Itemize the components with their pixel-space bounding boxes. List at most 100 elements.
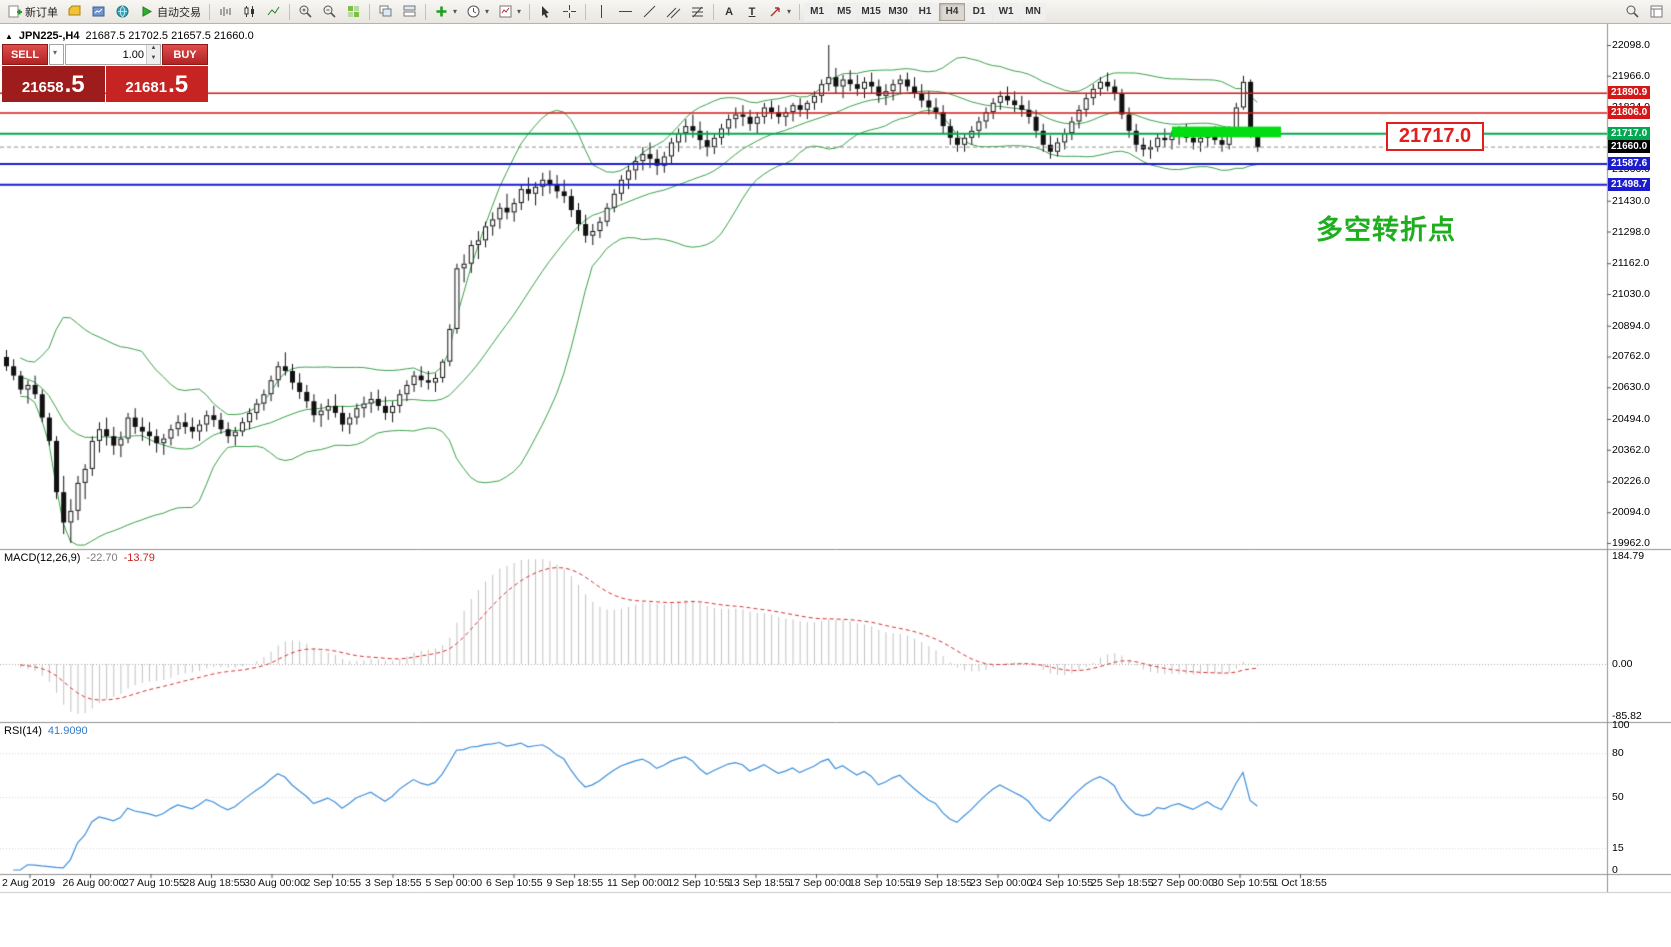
price-level-badge: 21498.7 (1608, 177, 1651, 191)
cascade-windows-button[interactable] (374, 2, 397, 22)
time-axis-label: 12 Sep 10:55 (667, 877, 730, 889)
turning-point-note[interactable]: 多空转折点 (1316, 215, 1456, 245)
timeframe-w1-button[interactable]: W1 (993, 2, 1020, 21)
toolbar-separator (209, 3, 210, 20)
tile-windows-button[interactable] (342, 2, 365, 22)
toolbar-separator (585, 3, 587, 20)
profiles-button[interactable] (63, 2, 86, 22)
new-order-button[interactable]: 新订单 (3, 2, 62, 22)
candle-chart-icon (244, 6, 254, 17)
price-axis-label: 20494.0 (1612, 412, 1650, 425)
search-button[interactable] (1621, 2, 1644, 22)
macd-main-value: -22.70 (86, 552, 118, 564)
time-axis-label: 26 Aug 00:00 (62, 877, 125, 889)
time-axis-label: 2 Sep 10:55 (304, 877, 362, 889)
ohlc-values-label: 21687.5 21702.5 21657.5 21660.0 (85, 30, 254, 42)
rsi-axis-label: 0 (1612, 864, 1618, 876)
line-chart-icon (267, 6, 280, 16)
autotrading-play-icon (139, 4, 154, 19)
zoom-in-button[interactable] (294, 2, 317, 22)
profiles-icon (67, 4, 82, 19)
chart-canvas[interactable] (0, 24, 1671, 947)
timeframe-h4-button[interactable]: H4 (939, 2, 966, 21)
market-watch-button[interactable] (87, 2, 110, 22)
price-level-badge: 21806.0 (1608, 106, 1651, 120)
sell-button[interactable]: SELL (2, 44, 48, 65)
templates-button[interactable] (494, 2, 525, 22)
bar-chart-type-button[interactable] (214, 2, 237, 22)
time-axis-label: 5 Sep 00:00 (425, 877, 483, 889)
arrows-tool-button[interactable] (764, 2, 795, 22)
zoom-out-icon (323, 5, 336, 18)
volume-down-icon[interactable]: ▼ (147, 54, 160, 64)
time-axis-label: 17 Sep 00:00 (788, 877, 851, 889)
arrange-windows-button[interactable] (398, 2, 421, 22)
rsi-axis-label: 100 (1612, 719, 1630, 731)
template-icon (499, 5, 512, 18)
fibonacci-tool-button[interactable] (686, 2, 709, 22)
crosshair-button[interactable] (558, 2, 581, 22)
timeframe-h1-button[interactable]: H1 (912, 2, 939, 21)
volume-spinner[interactable]: ▲ ▼ (146, 45, 160, 64)
price-axis-label: 20630.0 (1612, 381, 1650, 394)
price-axis-label: 21966.0 (1612, 69, 1650, 82)
bar-chart-icon (220, 7, 231, 16)
trendline-tool-button[interactable] (638, 2, 661, 22)
vertical-line-icon (601, 5, 603, 18)
time-axis-label: 27 Aug 10:55 (123, 877, 185, 889)
data-window-button[interactable] (1645, 2, 1668, 22)
market-watch-icon (91, 4, 106, 19)
timeframe-d1-button[interactable]: D1 (966, 2, 993, 21)
channel-tool-button[interactable] (662, 2, 685, 22)
rsi-axis-label: 50 (1612, 791, 1624, 803)
price-axis-label: 21162.0 (1612, 257, 1650, 270)
indicators-button[interactable] (430, 2, 461, 22)
top-toolbar: 新订单 自动交易 (0, 0, 1671, 24)
zoom-out-button[interactable] (318, 2, 341, 22)
autotrading-label: 自动交易 (157, 6, 201, 19)
price-axis-label: 20362.0 (1612, 443, 1650, 456)
timeframe-m5-button[interactable]: M5 (831, 2, 858, 21)
buy-price-panel[interactable]: 21681.5 (105, 66, 208, 102)
volume-up-icon[interactable]: ▲ (147, 45, 160, 55)
volume-input[interactable] (66, 45, 146, 64)
price-axis-label: 21298.0 (1612, 225, 1650, 238)
horizontal-line-tool-button[interactable] (614, 2, 637, 22)
line-chart-type-button[interactable] (262, 2, 285, 22)
timeframe-m15-button[interactable]: M15 (858, 2, 885, 21)
periods-button[interactable] (462, 2, 493, 22)
toolbar-separator (529, 3, 531, 20)
vertical-line-tool-button[interactable] (590, 2, 613, 22)
macd-label: MACD(12,26,9) -22.70 -13.79 (4, 552, 155, 564)
text-tool-icon: A (725, 5, 734, 18)
order-type-dropdown[interactable] (49, 44, 64, 65)
arrow-shapes-icon (770, 7, 780, 17)
buy-price-pip: .5 (168, 71, 189, 98)
chart-expand-icon: ▲ (5, 31, 13, 41)
buy-button[interactable]: BUY (162, 44, 208, 65)
price-callout-box[interactable]: 21717.0 (1386, 122, 1484, 151)
macd-signal-value: -13.79 (123, 552, 155, 564)
macd-axis-label: -85.82 (1612, 710, 1642, 722)
time-axis-label: 11 Sep 00:00 (607, 877, 669, 889)
time-axis-label: 19 Sep 18:55 (909, 877, 972, 889)
mql-community-button[interactable] (111, 2, 134, 22)
candle-chart-type-button[interactable] (238, 2, 261, 22)
autotrading-button[interactable]: 自动交易 (135, 2, 205, 22)
cursor-button[interactable] (534, 2, 557, 22)
timeframe-m30-button[interactable]: M30 (885, 2, 912, 21)
price-axis-label: 20894.0 (1612, 319, 1650, 332)
new-order-icon (7, 4, 22, 19)
macd-axis-label: 0.00 (1612, 658, 1633, 670)
timeframe-mn-button[interactable]: MN (1020, 2, 1047, 21)
crosshair-icon (563, 5, 577, 18)
label-tool-button[interactable]: T (741, 2, 763, 22)
text-tool-button[interactable]: A (718, 2, 740, 22)
time-axis-label: 9 Sep 18:55 (546, 877, 604, 889)
timeframe-m1-button[interactable]: M1 (804, 2, 831, 21)
cursor-icon (542, 6, 550, 18)
time-axis-label: 2 Aug 2019 (2, 877, 56, 889)
toolbar-separator (289, 3, 290, 20)
horizontal-line-icon (619, 11, 633, 12)
sell-price-panel[interactable]: 21658.5 (2, 66, 105, 102)
